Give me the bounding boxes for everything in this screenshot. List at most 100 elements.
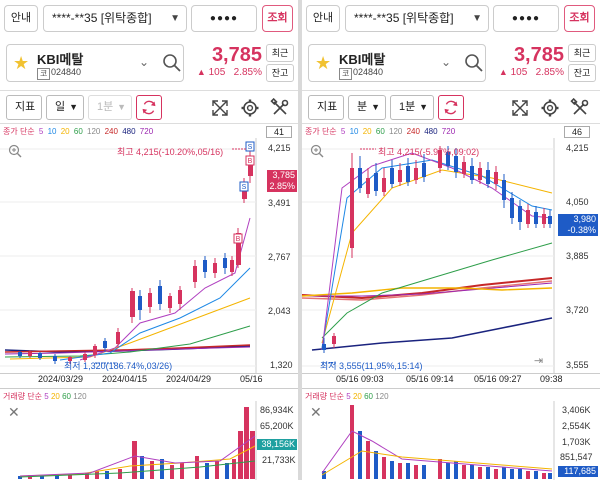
legend-ma240: 240	[406, 127, 420, 136]
legend-ma20: 20	[60, 127, 70, 136]
legend-ma720: 720	[441, 127, 456, 136]
info-button[interactable]: 안내	[306, 5, 340, 32]
tag-price: 3,785	[272, 170, 295, 180]
legend-ma480: 480	[424, 127, 438, 136]
vol-legend-5: 5	[346, 392, 351, 401]
chevron-down-icon: ▼	[117, 102, 126, 112]
tools-icon[interactable]	[270, 98, 290, 118]
market-tag: 코	[339, 68, 353, 80]
volume-chart[interactable]	[0, 401, 298, 480]
change-value: 105	[510, 67, 528, 78]
chevron-down-icon: ▼	[371, 102, 380, 112]
count-box[interactable]: 46	[564, 126, 590, 138]
stock-bar: ★ KBI메탈 코 024840 ⌄ 3,785 ▲ 105 2.85% 최근 …	[0, 40, 298, 86]
search-icon[interactable]	[464, 53, 484, 73]
expand-icon[interactable]	[210, 98, 230, 118]
gear-icon[interactable]	[240, 98, 260, 118]
svg-text:⇥: ⇥	[534, 355, 543, 367]
volume-legend: 거래량 단순 5 20 60 120	[305, 391, 389, 402]
vol-y-label: 86,934K	[260, 405, 294, 415]
legend-prefix: 종가 단순	[3, 127, 35, 136]
current-price-tag: 3,785 2.85%	[267, 170, 297, 192]
gear-icon[interactable]	[540, 98, 560, 118]
tag-percent: -0.38%	[567, 225, 596, 235]
tools-icon[interactable]	[570, 98, 590, 118]
info-button[interactable]: 안내	[4, 5, 38, 32]
legend-ma10: 10	[349, 127, 359, 136]
ma-legend: 종가 단순 5 10 20 60 120 240 480 720	[3, 126, 155, 137]
account-select[interactable]: ****-**35 [위탁종합] ▼	[43, 5, 187, 32]
tag-price: 3,980	[573, 214, 596, 224]
star-icon[interactable]: ★	[315, 53, 332, 73]
zoom-icon[interactable]	[310, 144, 324, 158]
high-label: 최고 4,215(-5.97%,09:02)	[378, 147, 480, 157]
stock-name: KBI메탈	[37, 52, 84, 67]
refresh-icon[interactable]	[136, 95, 162, 120]
stock-selector[interactable]: ★ KBI메탈 코 024840 ⌄	[6, 44, 184, 82]
vol-y-label: 3,406K	[562, 405, 591, 415]
recent-button[interactable]: 최근	[568, 44, 596, 62]
vol-legend-60: 60	[62, 392, 71, 401]
y-label: 3,491	[268, 198, 291, 208]
volume-legend-prefix: 거래량 단순	[3, 392, 43, 401]
refresh-icon[interactable]	[438, 95, 464, 120]
vol-legend-60: 60	[364, 392, 373, 401]
period-select[interactable]: 분 ▼	[348, 95, 386, 120]
current-price: 3,785	[513, 44, 564, 66]
password-field[interactable]: ●●●●	[191, 5, 257, 32]
axis-divider	[0, 388, 298, 389]
search-icon[interactable]	[162, 53, 182, 73]
vol-y-label: 65,200K	[260, 421, 294, 431]
x-label: 05/16 09:27	[474, 374, 522, 384]
zoom-icon[interactable]	[8, 144, 22, 158]
chevron-down-icon: ▼	[69, 102, 78, 112]
vol-legend-20: 20	[50, 392, 60, 401]
query-button[interactable]: 조회	[262, 5, 293, 32]
axis-divider	[302, 388, 600, 389]
query-button[interactable]: 조회	[564, 5, 595, 32]
close-icon[interactable]: ✕	[310, 404, 322, 420]
period-select[interactable]: 일 ▼	[46, 95, 84, 120]
balance-button[interactable]: 잔고	[266, 64, 294, 82]
indicator-button[interactable]: 지표	[6, 95, 42, 120]
svg-text:S: S	[248, 144, 253, 151]
account-select[interactable]: ****-**35 [위탁종합] ▼	[345, 5, 489, 32]
volume-legend: 거래량 단순 5 20 60 120	[3, 391, 87, 402]
stock-code: 024840	[51, 67, 82, 77]
recent-button[interactable]: 최근	[266, 44, 294, 62]
interval-select[interactable]: 1분 ▼	[88, 95, 132, 120]
close-icon[interactable]: ✕	[8, 404, 20, 420]
legend-ma120: 120	[87, 127, 101, 136]
candles	[18, 148, 253, 364]
chevron-down-icon[interactable]: ⌄	[441, 55, 452, 69]
balance-button[interactable]: 잔고	[568, 64, 596, 82]
drag-handle-icon[interactable]: ⇥	[534, 355, 543, 367]
star-icon[interactable]: ★	[13, 53, 30, 73]
current-price-tag: 3,980 -0.38%	[558, 214, 598, 236]
volume-chart[interactable]	[302, 401, 600, 480]
interval-select[interactable]: 1분 ▼	[390, 95, 434, 120]
password-field[interactable]: ●●●●	[493, 5, 559, 32]
right-panel: 안내 ****-**35 [위탁종합] ▼ ●●●● 조회 ★ KBI메탈 코 0…	[302, 0, 600, 480]
vol-y-label: 851,547	[560, 452, 593, 462]
legend-ma10: 10	[47, 127, 57, 136]
legend-ma120: 120	[389, 127, 403, 136]
candles	[322, 146, 552, 353]
price-change: ▲ 105 2.85%	[190, 67, 262, 78]
market-tag: 코	[37, 68, 51, 80]
left-panel: 안내 ****-**35 [위탁종합] ▼ ●●●● 조회 ★ KBI메탈 코 0…	[0, 0, 298, 480]
y-label: 3,885	[566, 251, 589, 261]
chevron-down-icon[interactable]: ⌄	[139, 55, 150, 69]
price-chart[interactable]: B S B S	[0, 138, 298, 374]
expand-icon[interactable]	[510, 98, 530, 118]
stock-name: KBI메탈	[339, 52, 386, 67]
ma-lines	[302, 152, 553, 351]
svg-text:S: S	[242, 184, 247, 191]
stock-selector[interactable]: ★ KBI메탈 코 024840 ⌄	[308, 44, 486, 82]
count-box[interactable]: 41	[266, 126, 292, 138]
y-label: 1,320	[270, 360, 293, 370]
chevron-down-icon: ▼	[170, 13, 180, 24]
legend-ma20: 20	[362, 127, 372, 136]
indicator-button[interactable]: 지표	[308, 95, 344, 120]
price-chart[interactable]: ⇥	[302, 138, 600, 374]
